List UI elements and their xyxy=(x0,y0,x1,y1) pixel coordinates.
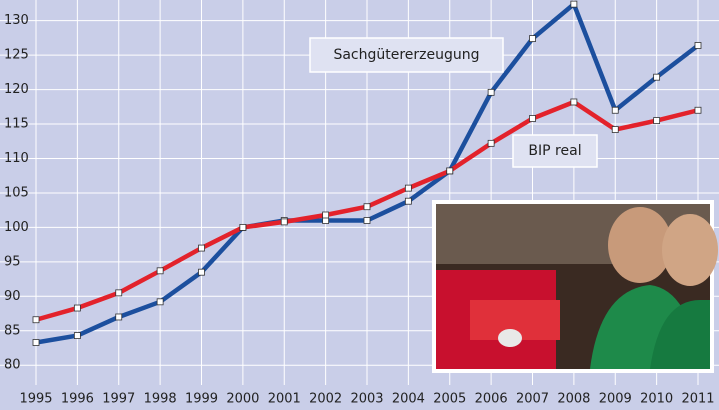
point-marker xyxy=(694,42,702,49)
point-marker xyxy=(198,244,205,252)
x-tick-label: 1995 xyxy=(19,392,52,407)
x-tick-label: 1998 xyxy=(144,392,177,407)
x-tick-label: 2008 xyxy=(557,392,590,407)
x-tick-label: 2006 xyxy=(475,392,508,407)
point-marker xyxy=(653,73,661,81)
point-marker xyxy=(363,217,371,224)
point-marker xyxy=(529,115,536,122)
point-marker xyxy=(487,139,495,147)
y-tick-label: 120 xyxy=(4,82,29,97)
point-marker xyxy=(653,117,661,124)
point-marker xyxy=(239,223,247,231)
photo-inset xyxy=(432,200,718,373)
point-marker xyxy=(570,0,578,8)
plot xyxy=(32,0,702,346)
point-marker xyxy=(198,268,205,276)
y-tick-label: 80 xyxy=(4,358,21,373)
point-marker xyxy=(73,332,81,339)
x-tick-label: 2009 xyxy=(599,392,632,407)
point-marker xyxy=(487,88,495,96)
point-marker xyxy=(32,316,40,324)
point-marker xyxy=(115,313,123,321)
y-tick-label: 125 xyxy=(4,48,29,63)
y-tick-label: 130 xyxy=(4,13,29,28)
y-tick-label: 105 xyxy=(4,185,29,200)
y-tick-label: 90 xyxy=(4,289,21,304)
x-tick-label: 2007 xyxy=(516,392,549,407)
point-marker xyxy=(363,203,371,211)
point-marker xyxy=(404,184,412,192)
x-tick-label: 2010 xyxy=(640,392,673,407)
x-tick-label: 1997 xyxy=(102,392,135,407)
point-marker xyxy=(156,298,164,306)
legend-label: Sachgütererzeugung xyxy=(333,47,479,63)
x-tick-label: 2000 xyxy=(226,392,259,407)
point-marker xyxy=(322,217,330,224)
y-tick-label: 85 xyxy=(4,323,21,338)
point-marker xyxy=(694,106,702,114)
x-tick-label: 2002 xyxy=(309,392,342,407)
point-marker xyxy=(73,304,81,312)
legend-label: BIP real xyxy=(528,143,581,159)
x-tick-label: 1996 xyxy=(61,392,94,407)
point-marker xyxy=(404,197,412,205)
x-tick-label: 1999 xyxy=(185,392,218,407)
y-tick-label: 110 xyxy=(4,151,29,166)
point-marker xyxy=(32,339,40,346)
legend: Sachgütererzeugung BIP real xyxy=(309,37,598,168)
y-tick-label: 100 xyxy=(4,220,29,235)
point-marker xyxy=(611,106,619,114)
x-tick-label: 2004 xyxy=(392,392,425,407)
y-tick-label: 115 xyxy=(4,117,29,132)
point-marker xyxy=(570,98,578,106)
point-marker xyxy=(529,35,536,42)
point-marker xyxy=(280,218,288,226)
point-marker xyxy=(446,167,454,175)
point-marker xyxy=(322,211,330,219)
legend-box xyxy=(309,37,504,73)
x-tick-label: 2005 xyxy=(433,392,466,407)
point-marker xyxy=(611,126,619,133)
point-marker xyxy=(115,289,123,297)
x-tick-label: 2001 xyxy=(268,392,301,407)
legend-box xyxy=(512,134,598,168)
x-tick-label: 2011 xyxy=(681,392,714,407)
x-tick-label: 2003 xyxy=(350,392,383,407)
point-marker xyxy=(156,267,164,275)
y-tick-label: 95 xyxy=(4,254,21,269)
